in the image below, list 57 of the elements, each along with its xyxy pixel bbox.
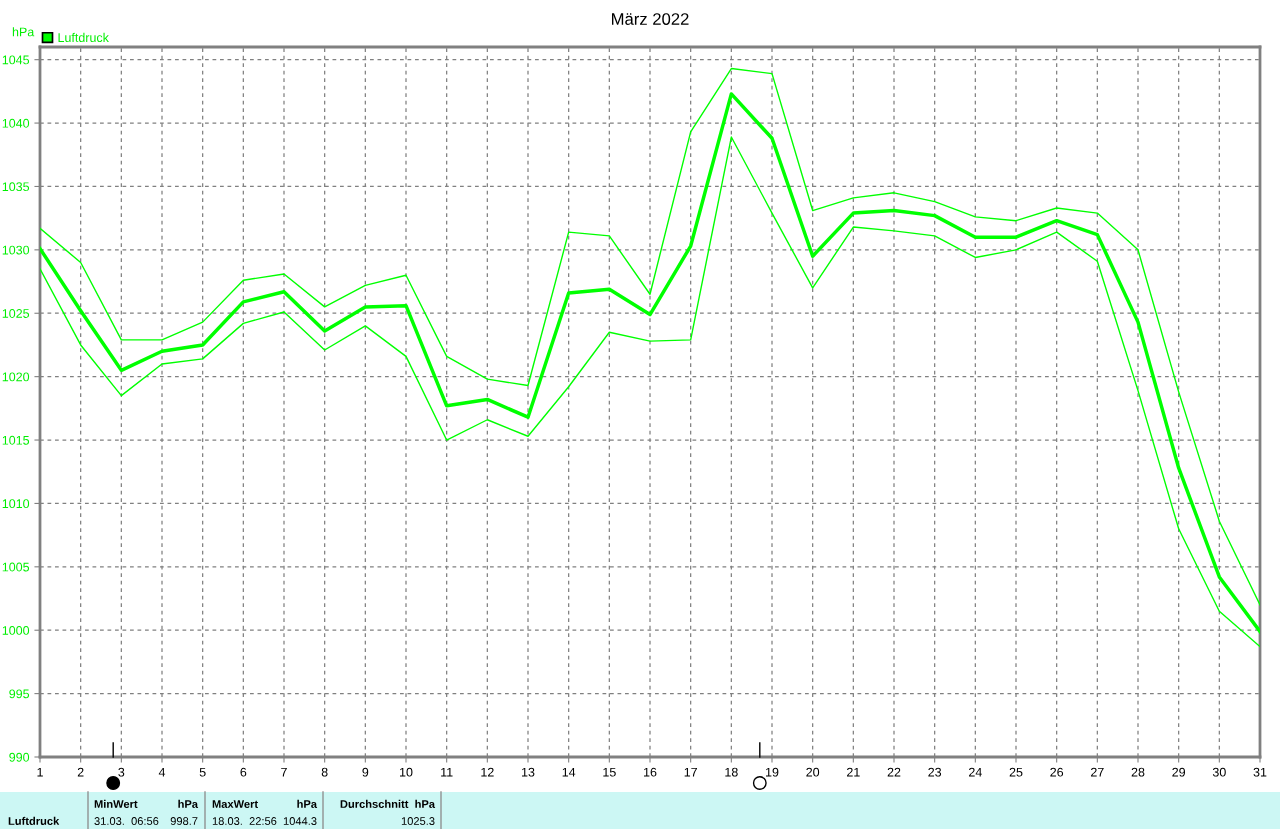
text: 1044.3 <box>283 817 317 825</box>
y-tick-label: 990 <box>9 752 30 762</box>
text: hPa <box>178 799 199 808</box>
x-tick-label: 21 <box>847 767 860 777</box>
text: Durchschnitt hPa <box>340 799 436 808</box>
x-tick-label: 26 <box>1050 767 1064 777</box>
x-tick-label: 22 <box>887 767 901 777</box>
x-tick-label: 4 <box>158 767 166 777</box>
x-tick-label: 24 <box>969 767 982 777</box>
x-tick-label: 9 <box>362 767 369 777</box>
x-tick-label: 13 <box>522 767 535 777</box>
x-tick-label: 3 <box>118 767 125 777</box>
x-tick-label: 30 <box>1212 767 1226 777</box>
chart-title: März 2022 <box>612 13 689 25</box>
y-tick-label: 1010 <box>2 499 30 509</box>
x-tick-label: 31 <box>1253 767 1267 777</box>
text: 18.03. 22:56 <box>212 817 277 825</box>
x-tick-label: 29 <box>1172 767 1186 777</box>
x-tick-label: 12 <box>481 767 494 777</box>
x-tick-label: 15 <box>603 767 616 777</box>
y-tick-label: 1040 <box>2 118 30 128</box>
x-tick-label: 27 <box>1091 767 1104 777</box>
text: 1025.3 <box>401 817 435 825</box>
text: 998.7 <box>170 817 198 825</box>
x-tick-label: 6 <box>240 767 247 777</box>
text: MaxWert <box>212 800 258 808</box>
x-tick-label: 16 <box>644 767 657 777</box>
y-axis-title: hPa <box>12 27 35 37</box>
y-tick-label: 1035 <box>2 182 30 192</box>
x-tick-label: 14 <box>562 767 576 777</box>
x-tick-label: 18 <box>725 767 738 777</box>
y-tick-label: 1025 <box>2 309 30 318</box>
y-tick-label: 1020 <box>2 372 30 382</box>
x-tick-label: 19 <box>766 767 779 777</box>
y-tick-label: 1000 <box>2 626 30 635</box>
x-tick-label: 1 <box>37 767 43 777</box>
x-tick-label: 20 <box>806 767 820 777</box>
x-tick-label: 8 <box>321 767 328 777</box>
text: Luftdruck <box>8 816 60 825</box>
x-tick-label: 25 <box>1009 767 1023 777</box>
legend-label: Luftdruck <box>58 32 109 43</box>
x-tick-label: 2 <box>77 767 84 777</box>
text: 31.03. 06:56 <box>94 817 159 825</box>
y-tick-label: 995 <box>9 689 30 699</box>
x-tick-label: 28 <box>1131 767 1145 777</box>
y-tick-label: 1005 <box>2 562 30 572</box>
y-tick-label: 1045 <box>2 55 30 65</box>
x-tick-label: 11 <box>441 767 453 777</box>
y-tick-label: 1030 <box>2 245 30 255</box>
x-tick-label: 5 <box>199 767 206 777</box>
text: hPa <box>297 799 318 808</box>
x-tick-label: 17 <box>684 767 697 777</box>
x-tick-label: 10 <box>400 767 413 777</box>
text: MinWert <box>94 799 138 808</box>
x-tick-label: 23 <box>928 767 942 777</box>
x-tick-label: 7 <box>281 767 287 777</box>
y-tick-label: 1015 <box>2 435 30 445</box>
